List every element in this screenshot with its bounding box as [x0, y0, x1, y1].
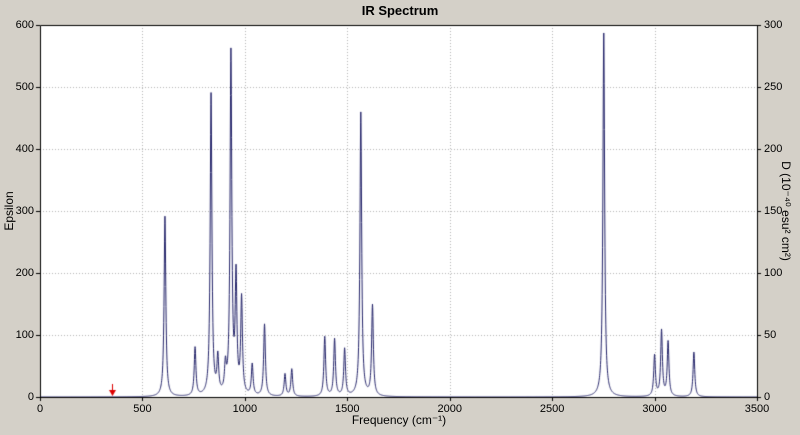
y-right-tick-label: 300	[764, 19, 783, 31]
x-tick-label: 0	[36, 403, 44, 415]
x-tick-label: 500	[133, 403, 152, 415]
x-tick-label: 3000	[642, 403, 667, 415]
y-left-tick-label: 500	[15, 81, 34, 93]
y-left-tick-label: 400	[15, 143, 34, 155]
y-right-tick-label: 150	[764, 205, 783, 217]
x-axis-label: Frequency (cm⁻¹)	[351, 413, 447, 427]
y-right-tick-label: 250	[764, 81, 783, 93]
x-tick-label: 1500	[335, 403, 360, 415]
x-tick-label: 2000	[437, 403, 462, 415]
y-left-tick-label: 100	[15, 329, 34, 341]
y-left-tick-label: 0	[27, 391, 34, 403]
x-tick-label: 2500	[539, 403, 565, 415]
y-right-tick-label: 50	[764, 329, 777, 341]
y-left-tick-label: 600	[15, 19, 34, 31]
x-tick-label: 1000	[232, 403, 258, 415]
chart-title: IR Spectrum	[361, 3, 439, 18]
x-tick-label: 3500	[744, 403, 770, 415]
y-right-tick-label: 200	[764, 143, 783, 155]
y-left-tick-label: 200	[15, 267, 34, 279]
y-right-tick-label: 0	[764, 391, 771, 403]
y-right-tick-label: 100	[764, 267, 783, 279]
y-axis-label-left: Epsilon	[2, 191, 16, 231]
y-left-tick-label: 300	[15, 205, 34, 217]
